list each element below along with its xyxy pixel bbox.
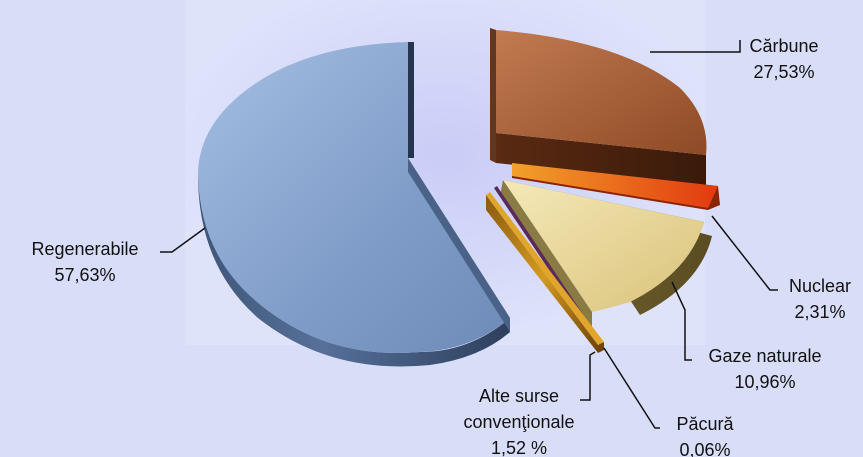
label-alte-value: 1,52 %	[491, 438, 547, 457]
leader-regenerabile	[160, 227, 206, 253]
label-pacura-value: 0,06%	[679, 440, 730, 457]
label-regenerabile-name: Regenerabile	[31, 239, 138, 259]
label-nuclear-value: 2,31%	[794, 302, 845, 322]
slice-alte-surse	[486, 192, 604, 353]
slice-gaze-naturale	[500, 180, 712, 328]
label-alte-line1: Alte surse	[479, 386, 559, 406]
label-carbune-name: Cărbune	[749, 36, 818, 56]
leader-pacura	[603, 347, 660, 429]
leader-lines	[160, 40, 778, 429]
slice-regenerabile	[198, 42, 510, 367]
label-regenerabile-value: 57,63%	[54, 265, 115, 285]
label-carbune-value: 27,53%	[753, 62, 814, 82]
label-gaze-value: 10,96%	[734, 372, 795, 392]
leader-carbune	[650, 40, 741, 53]
label-alte-line2: convenţionale	[463, 412, 574, 432]
leader-gaze	[671, 281, 692, 361]
slice-carbune	[490, 28, 707, 185]
label-gaze-name: Gaze naturale	[708, 346, 821, 366]
slice-nuclear	[512, 163, 720, 210]
label-nuclear-name: Nuclear	[789, 276, 851, 296]
leader-alte	[580, 351, 596, 401]
leader-nuclear	[711, 215, 778, 291]
label-pacura-name: Păcură	[676, 414, 734, 434]
